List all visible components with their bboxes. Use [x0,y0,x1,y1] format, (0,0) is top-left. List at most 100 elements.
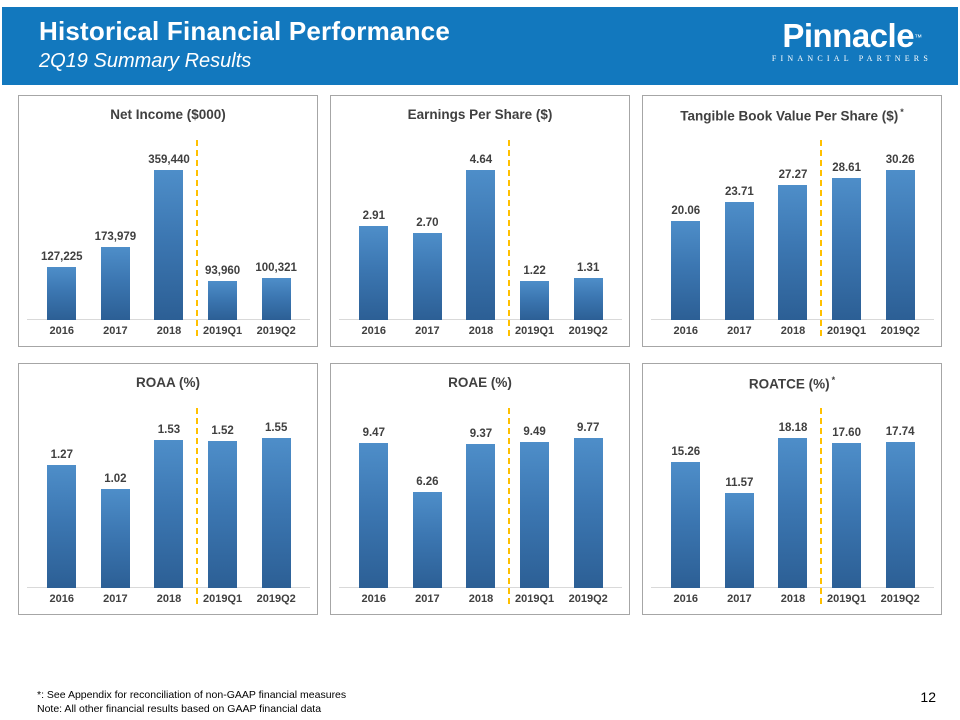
trademark-symbol: ™ [914,33,922,42]
x-axis-tick-label: 2016 [673,593,699,605]
bar [47,465,77,588]
footnotes: *: See Appendix for reconciliation of no… [37,688,346,716]
data-label: 1.52 [211,425,234,437]
x-axis-tick-label: 2019Q2 [880,593,920,605]
x-axis-tick-label: 2017 [727,593,752,605]
x-axis-labels: 2016 2017 2018 2019Q1 2019Q2 [35,325,303,337]
logo-wordmark: Pinnacle™ [772,19,932,52]
period-divider-line [820,140,822,336]
x-axis-tick-label: 2019Q2 [880,325,920,337]
bar [466,444,496,588]
data-label: 20.06 [671,205,701,217]
data-label: 17.74 [885,426,915,438]
pinnacle-logo: Pinnacle™ FINANCIAL PARTNERS [772,7,958,85]
bar [100,489,130,588]
bar-slot: 9.77 [561,396,615,588]
chart-roatce: ROATCE (%) * 15.26 11.57 18.18 17.60 17.74 20… [642,363,942,615]
bar-slot: 359,440 [142,128,196,320]
bar-slot: 4.64 [454,128,508,320]
bar-slot: 127,225 [35,128,89,320]
bar-slot: 93,960 [196,128,250,320]
bar [724,493,754,588]
slide-title: Historical Financial Performance [39,16,450,46]
bar-slot: 20.06 [659,128,713,320]
x-axis-tick-label: 2019Q1 [515,325,555,337]
plot-area: 2.91 2.70 4.64 1.22 1.31 [339,128,622,320]
chart-tangible-book-value: Tangible Book Value Per Share ($) * 20.06… [642,95,942,347]
bar [412,233,442,320]
x-axis-tick-label: 2018 [468,325,494,337]
bar [885,170,915,320]
data-label: 9.37 [469,428,493,440]
data-label: 18.18 [778,422,808,434]
bar-slot: 11.57 [713,396,767,588]
slide-header: Historical Financial Performance 2Q19 Su… [2,7,958,85]
header-titles: Historical Financial Performance 2Q19 Su… [2,7,450,85]
data-label: 6.26 [416,476,439,488]
bar [573,438,603,588]
x-axis-tick-label: 2019Q1 [827,593,867,605]
data-label: 1.27 [50,449,73,461]
period-divider-line [196,408,198,604]
data-label: 2.91 [362,210,385,222]
bar [671,462,701,588]
title-asterisk: * [900,107,904,117]
bar [47,267,77,320]
data-label: 1.31 [576,262,600,274]
bar-slot: 15.26 [659,396,713,588]
chart-roae: ROAE (%) 9.47 6.26 9.37 9.49 9.77 2016 2017 20… [330,363,630,615]
bar [671,221,701,320]
bar-slot: 27.27 [766,128,820,320]
x-axis-tick-label: 2016 [361,325,387,337]
bar-slot: 173,979 [89,128,143,320]
period-divider-line [508,140,510,336]
chart-title: Net Income ($000) [110,107,226,122]
data-label: 173,979 [94,231,137,243]
bar-slot: 30.26 [873,128,927,320]
x-axis-tick-label: 2019Q1 [515,593,555,605]
data-label: 27.27 [778,169,808,181]
x-axis-tick-label: 2019Q2 [256,593,296,605]
bar-slot: 1.55 [249,396,303,588]
bar [208,281,238,320]
data-label: 359,440 [148,154,190,166]
plot-area: 1.27 1.02 1.53 1.52 1.55 [27,396,310,588]
chart-roaa: ROAA (%) 1.27 1.02 1.53 1.52 1.55 2016 2017 20… [18,363,318,615]
bar [520,442,550,588]
data-label: 4.64 [469,154,493,166]
bar [724,202,754,320]
x-axis-tick-label: 2017 [103,593,128,605]
bar [261,278,291,320]
slide-subtitle: 2Q19 Summary Results [39,50,252,72]
x-axis-labels: 2016 2017 2018 2019Q1 2019Q2 [659,593,927,605]
title-asterisk: * [831,375,836,385]
x-axis-tick-label: 2017 [415,593,440,605]
bar-slot: 17.60 [820,396,874,588]
plot-area: 15.26 11.57 18.18 17.60 17.74 [651,396,934,588]
chart-title: ROATCE (%) * [748,375,836,392]
bar-slot: 28.61 [820,128,874,320]
x-axis-tick-label: 2016 [49,325,75,337]
bar [359,443,389,588]
chart-title: ROAE (%) [448,375,512,390]
chart-title: Tangible Book Value Per Share ($) * [680,107,904,124]
data-label: 1.53 [157,424,181,436]
period-divider-line [820,408,822,604]
x-axis-tick-label: 2019Q2 [568,325,608,337]
bar-slot: 9.49 [508,396,562,588]
x-axis-labels: 2016 2017 2018 2019Q1 2019Q2 [347,593,615,605]
bar-slot: 100,321 [249,128,303,320]
bar-slot: 2.91 [347,128,401,320]
bar [100,247,130,320]
bar [778,438,808,588]
bar [261,438,291,588]
data-label: 9.49 [523,426,546,438]
bar [154,440,184,588]
bar [154,170,184,320]
chart-net-income: Net Income ($000) 127,225 173,979 359,440 9… [18,95,318,347]
bar-slot: 1.27 [35,396,89,588]
logo-tagline: FINANCIAL PARTNERS [771,54,932,63]
x-axis-tick-label: 2018 [468,593,494,605]
data-label: 2.70 [416,217,439,229]
data-label: 9.77 [576,422,600,434]
